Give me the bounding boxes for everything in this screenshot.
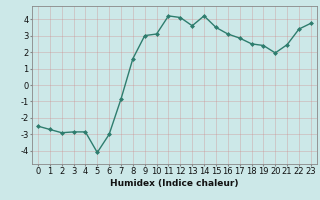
X-axis label: Humidex (Indice chaleur): Humidex (Indice chaleur) [110,179,239,188]
